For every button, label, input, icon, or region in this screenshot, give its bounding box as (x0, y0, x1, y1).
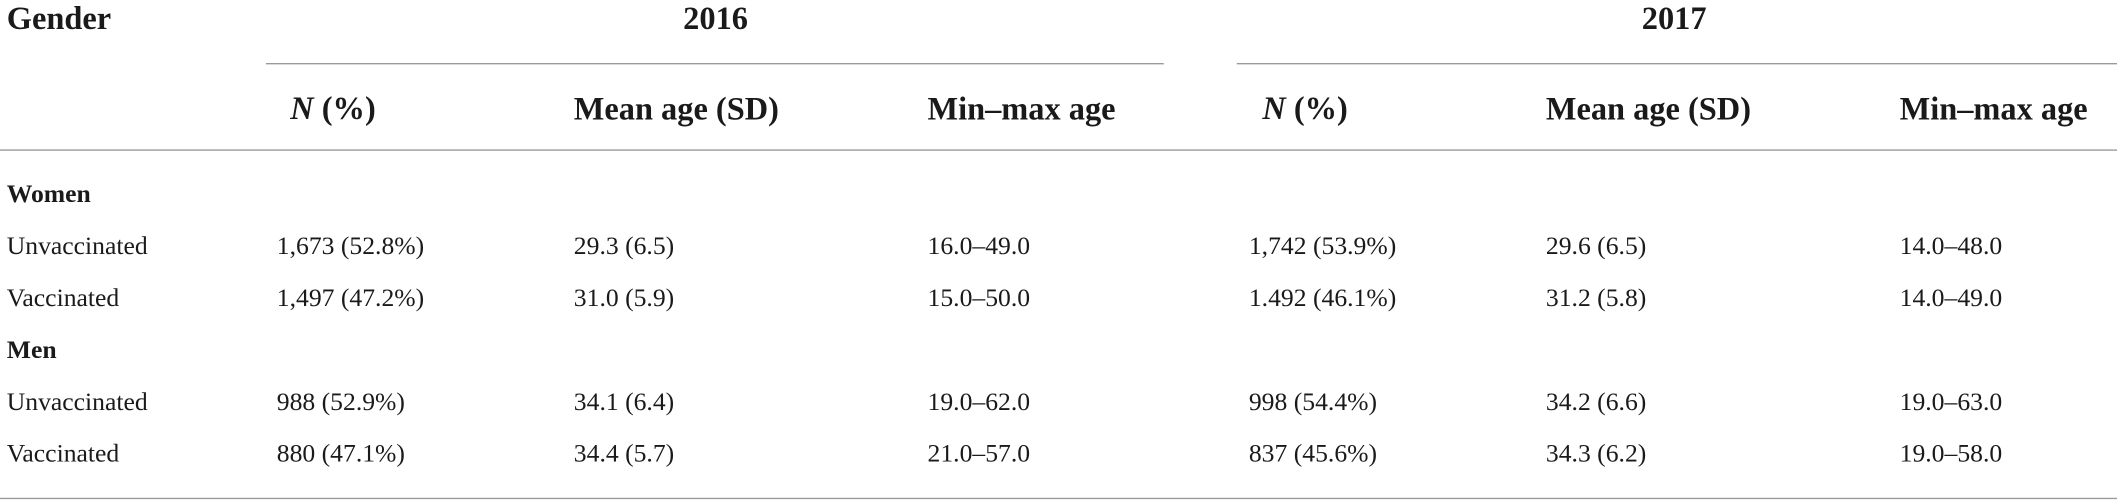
cell: 31.0 (5.9) (574, 283, 674, 312)
cell: 19.0–62.0 (928, 387, 1031, 416)
cell: 998 (54.4%) (1249, 387, 1377, 416)
section-label: Women (7, 179, 91, 208)
cell: 988 (52.9%) (277, 387, 405, 416)
cell: 880 (47.1%) (277, 439, 405, 468)
cell: 837 (45.6%) (1249, 439, 1377, 468)
row-label: Unvaccinated (7, 387, 148, 416)
cell: 31.2 (5.8) (1546, 283, 1646, 312)
cell: 1,742 (53.9%) (1249, 231, 1396, 260)
cell: 34.1 (6.4) (574, 387, 674, 416)
cell: 21.0–57.0 (928, 439, 1031, 468)
cell: 1.492 (46.1%) (1249, 283, 1396, 312)
cell: 34.4 (5.7) (574, 439, 674, 468)
column-header: Min–max age (1900, 92, 2088, 128)
cell: 29.6 (6.5) (1546, 231, 1646, 260)
column-header: Mean age (SD) (574, 92, 779, 128)
cell: 15.0–50.0 (928, 283, 1031, 312)
group-year: 2017 (1642, 1, 1707, 37)
cell: 1,497 (47.2%) (277, 283, 424, 312)
column-header: Mean age (SD) (1546, 92, 1751, 128)
group-year: 2016 (683, 1, 748, 37)
cell: 34.2 (6.6) (1546, 387, 1646, 416)
header-first: Gender (7, 1, 111, 37)
cell: 14.0–49.0 (1900, 283, 2003, 312)
row-label: Unvaccinated (7, 231, 148, 260)
cell: 29.3 (6.5) (574, 231, 674, 260)
cell: 19.0–63.0 (1900, 387, 2003, 416)
column-header: N (%) (1261, 92, 1347, 128)
cell: 19.0–58.0 (1900, 439, 2003, 468)
column-header: Min–max age (928, 92, 1116, 128)
cell: 34.3 (6.2) (1546, 439, 1646, 468)
section-label: Men (7, 335, 57, 364)
row-label: Vaccinated (7, 283, 120, 312)
cell: 14.0–48.0 (1900, 231, 2003, 260)
cell: 16.0–49.0 (928, 231, 1031, 260)
row-label: Vaccinated (7, 439, 120, 468)
column-header: N (%) (289, 92, 375, 128)
cell: 1,673 (52.8%) (277, 231, 424, 260)
